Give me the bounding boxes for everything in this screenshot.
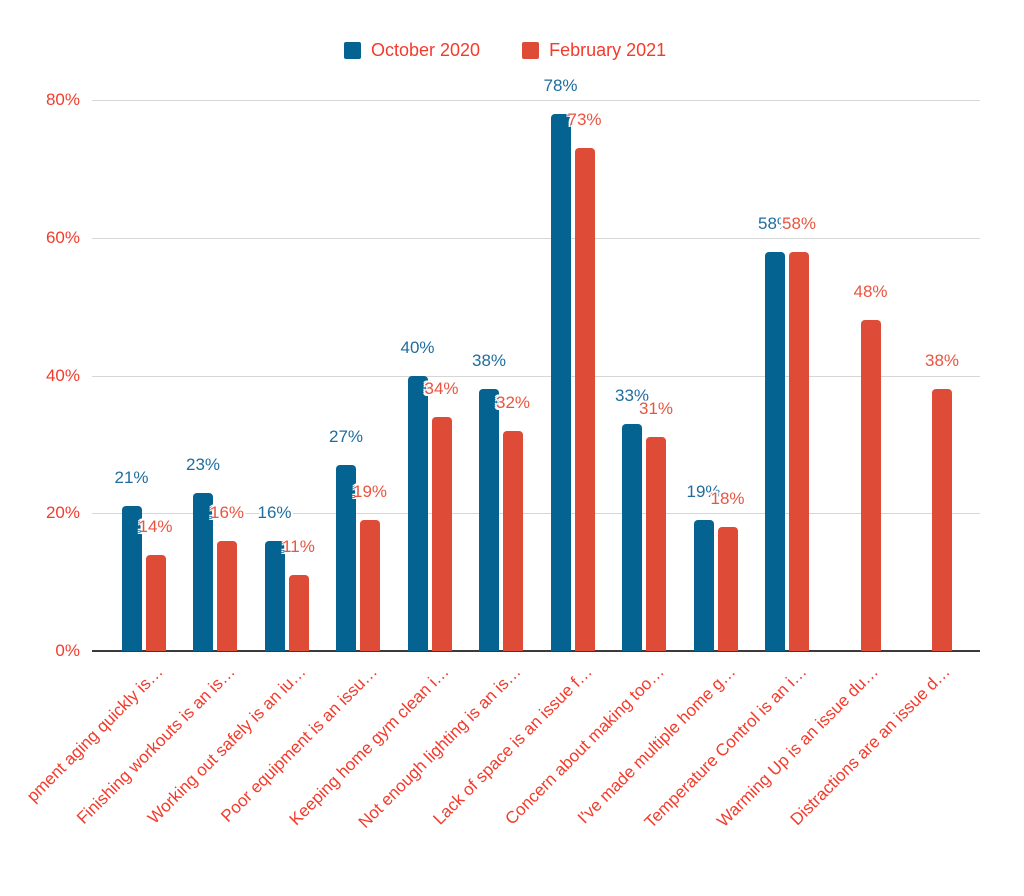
bar-february-2021[interactable] (360, 520, 380, 651)
x-axis-line (92, 650, 980, 652)
bar-october-2020[interactable] (693, 520, 714, 651)
bar-february-2021[interactable] (217, 540, 237, 651)
y-axis-tick-label: 60% (45, 227, 80, 247)
data-label-october-2020: 38% (471, 351, 507, 371)
legend-label-february-2021: February 2021 (549, 40, 667, 60)
bar-february-2021[interactable] (145, 554, 166, 651)
data-label-february-2021: 14% (138, 516, 173, 536)
bar-october-2020[interactable] (407, 375, 428, 651)
bar-october-2020[interactable] (264, 540, 285, 651)
y-axis-tick-label: 20% (45, 503, 80, 523)
legend-swatch-february-2021 (522, 41, 540, 59)
data-label-february-2021: 18% (710, 489, 745, 509)
bar-february-2021[interactable] (789, 251, 809, 651)
bar-february-2021[interactable] (717, 527, 738, 651)
bar-february-2021[interactable] (503, 430, 523, 651)
gridline (92, 376, 980, 377)
data-label-february-2021: 48% (853, 282, 888, 302)
data-label-february-2021: 16% (209, 502, 245, 522)
data-label-february-2021: 73% (567, 110, 602, 130)
bar-february-2021[interactable] (431, 416, 452, 651)
bar-february-2021[interactable] (932, 389, 952, 651)
legend-label-october-2020: October 2020 (371, 40, 481, 60)
data-label-february-2021: 32% (495, 392, 531, 412)
bar-october-2020[interactable] (336, 465, 356, 651)
data-label-february-2021: 38% (924, 351, 960, 371)
data-label-february-2021: 58% (781, 213, 817, 233)
bar-october-2020[interactable] (193, 492, 213, 651)
data-label-october-2020: 27% (328, 427, 364, 447)
data-label-october-2020: 23% (185, 454, 221, 474)
data-label-february-2021: 31% (638, 399, 674, 419)
y-axis-tick-label: 0% (55, 641, 80, 660)
bar-february-2021[interactable] (574, 148, 595, 651)
bar-february-2021[interactable] (646, 437, 666, 651)
data-label-october-2020: 40% (400, 337, 435, 357)
gridline (92, 100, 980, 101)
data-label-october-2020: 21% (114, 468, 149, 488)
data-label-october-2020: 33% (614, 385, 650, 405)
data-label-october-2020: 19% (686, 482, 721, 502)
bar-february-2021[interactable] (288, 575, 309, 651)
legend-item-february-2021[interactable]: February 2021 (522, 41, 666, 59)
data-label-february-2021: 19% (352, 482, 388, 502)
y-axis-tick-label: 40% (45, 365, 80, 385)
gridline (92, 238, 980, 239)
data-label-october-2020: 58% (757, 213, 793, 233)
bar-october-2020[interactable] (121, 506, 142, 651)
data-label-february-2021: 34% (424, 378, 459, 398)
data-label-october-2020: 78% (543, 75, 578, 95)
x-axis-category-label: pment aging quickly is… (23, 662, 167, 806)
chart-legend: October 2020 February 2021 (344, 41, 666, 59)
bar-february-2021[interactable] (860, 320, 881, 651)
legend-swatch-october-2020 (344, 41, 361, 59)
gridline (92, 513, 980, 514)
bar-october-2020[interactable] (622, 423, 642, 651)
bar-october-2020[interactable] (765, 251, 785, 651)
bar-october-2020[interactable] (479, 389, 499, 651)
data-label-february-2021: 11% (282, 537, 315, 557)
y-axis-tick-label: 80% (45, 90, 80, 109)
legend-item-october-2020[interactable]: October 2020 (344, 41, 480, 59)
bar-october-2020[interactable] (550, 113, 571, 651)
data-label-october-2020: 16% (257, 502, 292, 522)
